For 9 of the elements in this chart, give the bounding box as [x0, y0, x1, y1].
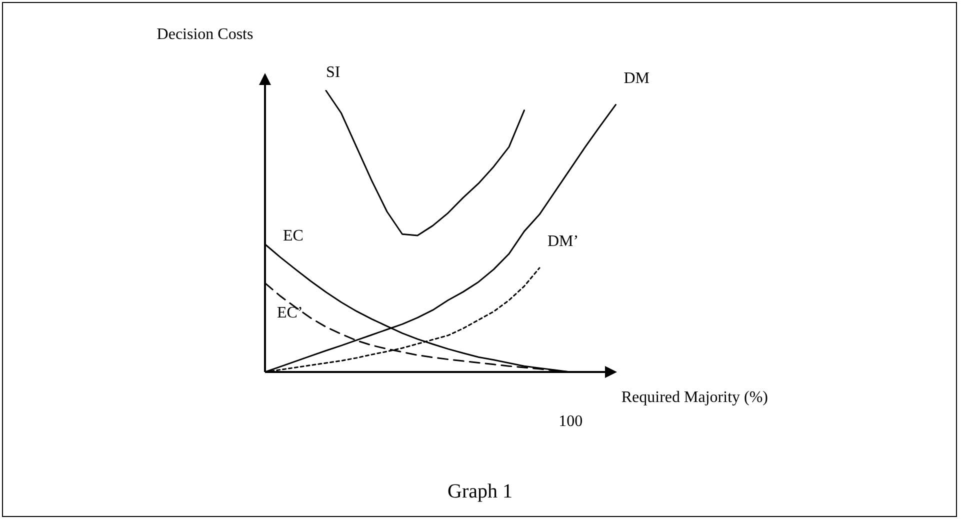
series-label: DM’	[548, 233, 579, 250]
text: Graph 1	[448, 480, 512, 502]
text: 100	[558, 413, 583, 430]
y-axis-title: Decision Costs	[156, 26, 254, 44]
series-label: EC’	[277, 304, 303, 322]
series-label: SI	[326, 64, 340, 81]
series-label: DM	[624, 70, 650, 87]
series-label: EC	[283, 227, 304, 244]
x-axis-title: Required Majority (%)	[621, 389, 768, 406]
